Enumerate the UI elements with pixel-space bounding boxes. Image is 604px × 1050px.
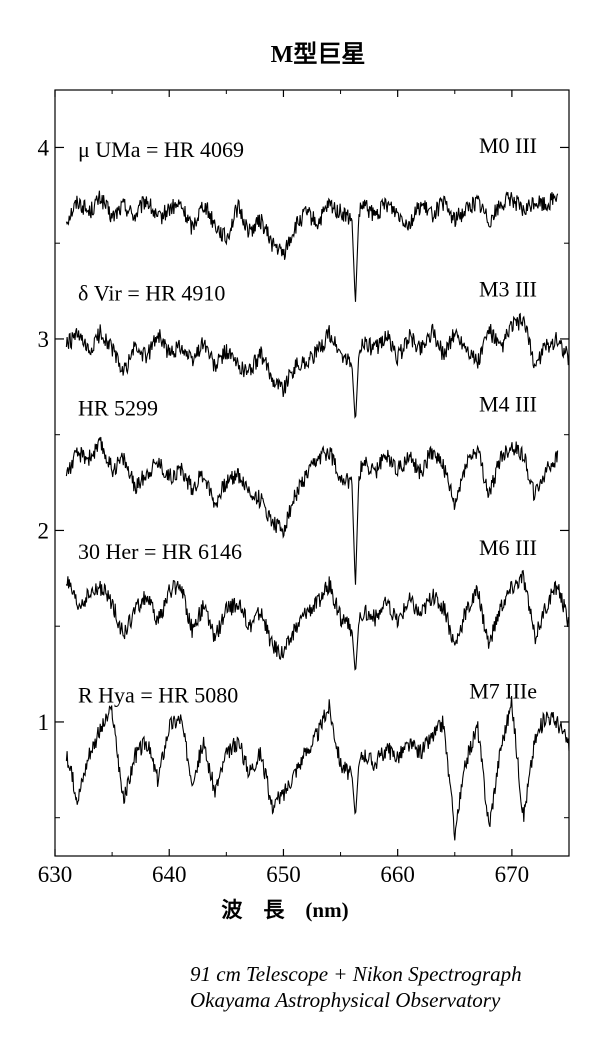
credit-line-2: Okayama Astrophysical Observatory: [190, 988, 501, 1012]
spectral-type-label: M0 III: [479, 133, 537, 158]
y-tick-label: 2: [38, 518, 50, 543]
series-name-label: 30 Her = HR 6146: [78, 539, 242, 564]
series-labels: μ UMa = HR 4069 M0 III δ Vir = HR 4910 M3 I…: [78, 133, 537, 708]
series-group: [65, 190, 570, 841]
spectral-type-label: M4 III: [479, 391, 537, 416]
spectrum-line-5: [65, 695, 570, 841]
chart-title: M型巨星: [271, 41, 366, 68]
series-name-label: δ Vir = HR 4910: [78, 281, 225, 306]
series-name-label: HR 5299: [78, 395, 158, 420]
y-tick-label: 1: [38, 710, 50, 735]
x-tick-label: 640: [152, 862, 187, 887]
series-name-label: μ UMa = HR 4069: [78, 137, 244, 162]
spectrum-line-4: [65, 569, 570, 671]
spectrum-line-3: [65, 436, 559, 585]
plot-frame: [54, 89, 570, 857]
spectrum-line-2: [65, 312, 570, 419]
series-name-label: R Hya = HR 5080: [78, 683, 238, 708]
x-tick-label: 650: [266, 862, 301, 887]
spectral-type-label: M6 III: [479, 535, 537, 560]
x-tick-label: 670: [495, 862, 530, 887]
spectral-type-label: M3 III: [479, 277, 537, 302]
spectral-type-label: M7 IIIe: [469, 679, 537, 704]
x-axis-label: 波 長 (nm): [221, 898, 348, 922]
y-tick-label: 3: [38, 327, 50, 352]
axis-ticks: 630 640 650 660 670 1 2 3 4: [38, 90, 569, 887]
spectrum-line-1: [65, 190, 559, 302]
x-tick-label: 630: [38, 862, 73, 887]
y-tick-label: 4: [38, 135, 50, 160]
credit-line-1: 91 cm Telescope + Nikon Spectrograph: [190, 962, 522, 986]
x-tick-label: 660: [380, 862, 415, 887]
